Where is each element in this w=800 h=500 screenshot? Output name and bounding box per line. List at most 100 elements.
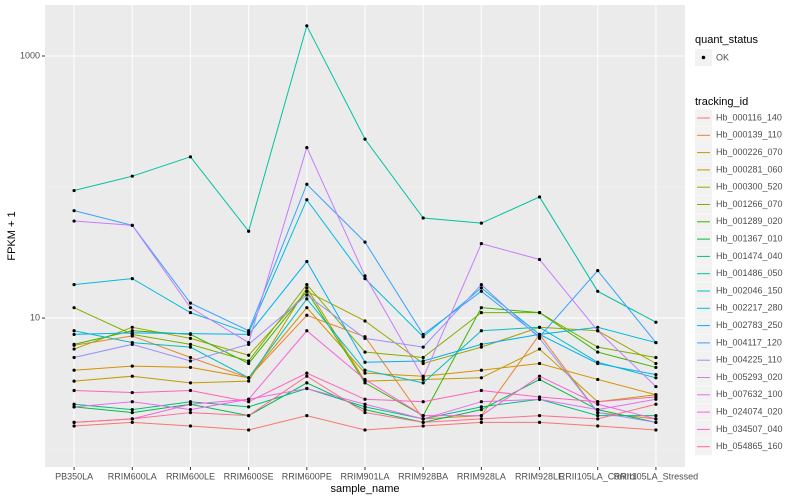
x-tick-label: RRIM928LE <box>515 471 564 481</box>
data-point <box>130 390 134 395</box>
data-point <box>247 329 251 333</box>
data-point <box>247 405 251 409</box>
data-point <box>72 420 76 424</box>
data-point <box>363 405 367 409</box>
data-point <box>479 420 483 424</box>
points <box>72 24 658 432</box>
data-point <box>654 365 658 370</box>
data-point <box>363 240 367 244</box>
data-point <box>537 395 542 399</box>
data-point <box>72 355 76 360</box>
data-point <box>188 400 193 404</box>
data-point <box>188 155 193 159</box>
legend-label: Hb_034507_040 <box>716 424 783 434</box>
data-point <box>363 277 367 281</box>
data-point <box>421 332 425 337</box>
data-point <box>305 306 309 310</box>
data-point <box>654 397 658 401</box>
data-point <box>247 400 251 404</box>
data-point <box>421 400 425 404</box>
data-point <box>479 400 483 404</box>
data-point <box>537 336 542 340</box>
data-point <box>72 283 76 287</box>
data-point <box>537 397 542 401</box>
legend-label: Hb_002783_250 <box>716 320 783 330</box>
data-point <box>421 417 425 421</box>
data-point <box>421 355 425 360</box>
data-point <box>188 332 193 336</box>
data-point <box>130 417 134 421</box>
data-point <box>596 408 600 412</box>
data-point <box>72 368 76 372</box>
y-axis-label: FPKM + 1 <box>6 211 18 260</box>
data-point <box>247 229 251 233</box>
data-point <box>421 361 425 366</box>
data-point <box>363 377 367 382</box>
data-point <box>479 286 483 290</box>
data-point <box>596 402 600 406</box>
data-point <box>654 355 658 360</box>
data-point <box>363 381 367 385</box>
data-point <box>654 320 658 324</box>
data-point <box>188 408 193 412</box>
legend-point <box>701 55 706 60</box>
data-point <box>421 381 425 385</box>
data-point <box>537 420 542 424</box>
data-point <box>188 301 193 305</box>
data-point <box>188 424 193 428</box>
x-tick-label: RRIM928LA <box>457 471 506 481</box>
x-tick-label: RRIM928BA <box>398 471 448 481</box>
data-point <box>421 359 425 363</box>
data-point <box>305 289 309 293</box>
data-point <box>479 376 483 380</box>
data-point <box>72 424 76 428</box>
data-point <box>72 388 76 393</box>
data-point <box>479 329 483 333</box>
data-point <box>305 145 309 150</box>
data-point <box>654 417 658 421</box>
legend-label: Hb_024074_020 <box>716 406 783 416</box>
data-point <box>130 420 134 424</box>
data-point <box>479 388 483 393</box>
data-point <box>654 384 658 389</box>
data-point <box>247 376 251 380</box>
data-point <box>72 347 76 351</box>
data-point <box>247 332 251 337</box>
data-point <box>537 377 542 382</box>
data-point <box>247 428 251 432</box>
data-point <box>72 379 76 383</box>
data-point <box>596 289 600 293</box>
data-point <box>537 257 542 262</box>
data-point <box>72 306 76 310</box>
x-tick-label: RRIM901LA <box>340 471 389 481</box>
data-point <box>72 405 76 409</box>
data-point <box>537 414 542 418</box>
x-tick-label: RRII105LA_Stressed <box>614 471 699 481</box>
data-point <box>305 414 309 418</box>
data-point <box>596 424 600 428</box>
data-point <box>421 335 425 339</box>
data-point <box>130 374 134 378</box>
data-point <box>72 188 76 193</box>
data-point <box>188 306 193 310</box>
data-point <box>654 393 658 397</box>
x-tick-label: RRIM600LE <box>166 471 215 481</box>
data-point <box>596 414 600 418</box>
data-point <box>188 359 193 363</box>
data-point <box>363 402 367 406</box>
data-point <box>305 371 309 375</box>
data-point <box>130 174 134 178</box>
data-point <box>537 195 542 199</box>
data-point <box>305 259 309 264</box>
data-point <box>421 216 425 220</box>
data-point <box>247 353 251 357</box>
data-point <box>363 137 367 141</box>
data-point <box>654 414 658 418</box>
data-point <box>421 376 425 380</box>
data-point <box>247 359 251 363</box>
data-point <box>596 329 600 333</box>
data-point <box>596 410 600 415</box>
data-point <box>363 368 367 372</box>
data-point <box>654 373 658 377</box>
